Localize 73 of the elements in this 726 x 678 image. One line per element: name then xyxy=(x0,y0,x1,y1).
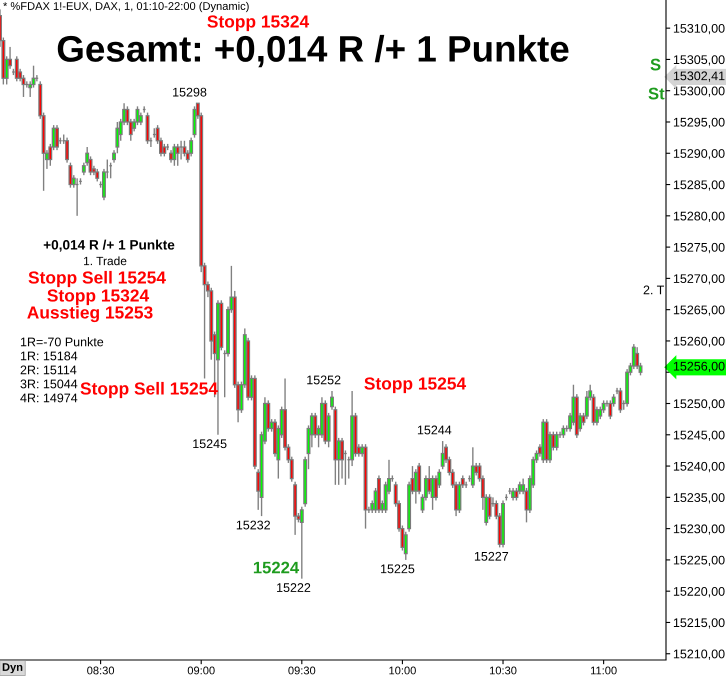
y-tick-label: 15290,00 xyxy=(674,149,725,160)
annotation: 15232 xyxy=(236,520,270,530)
y-tick-label: 15250,00 xyxy=(674,399,725,410)
annotation: 1. Trade xyxy=(84,256,126,266)
y-tick-label: 15300,00 xyxy=(674,86,725,97)
x-tick-label: 10:00 xyxy=(389,666,416,674)
annotation: Stopp Sell 15254 xyxy=(80,382,218,398)
annotation: 15245 xyxy=(193,439,226,448)
annotation: 15252 xyxy=(307,376,340,384)
annotation: 4R: 14974 xyxy=(20,394,78,402)
x-tick-label: 09:00 xyxy=(188,666,215,674)
annotation: Stopp 15254 xyxy=(364,377,466,394)
x-tick-label: 11:00 xyxy=(590,666,617,674)
x-tick-label: 10:30 xyxy=(490,666,516,674)
candlestick xyxy=(65,136,70,164)
y-tick-label: 15256,00 xyxy=(674,362,725,372)
candlestick xyxy=(95,168,100,182)
y-tick-label: 15275,00 xyxy=(674,242,725,254)
y-tick-label: 15310,00 xyxy=(674,24,725,34)
candlestick xyxy=(176,143,180,166)
candlestick xyxy=(511,487,516,502)
candlestick xyxy=(488,494,492,520)
candlestick xyxy=(68,162,72,188)
annotation: 15298 xyxy=(173,88,206,97)
annotation: St xyxy=(648,88,664,100)
y-tick-label: 15220,00 xyxy=(674,586,725,598)
candlestick xyxy=(440,440,445,470)
annotation: 15222 xyxy=(277,583,310,592)
y-tick-label: 15270,00 xyxy=(674,274,725,285)
annotation: 15244 xyxy=(418,426,452,434)
y-tick-label: 15240,00 xyxy=(674,462,725,472)
y-tick-label: 15265,00 xyxy=(674,305,725,316)
y-tick-label: 15210,00 xyxy=(674,650,725,660)
candlestick xyxy=(172,143,176,166)
annotation: Stopp 15324 xyxy=(47,289,150,306)
annotation: Stopp Sell 15254 xyxy=(28,270,166,288)
candlestick xyxy=(169,149,173,164)
annotation: S xyxy=(650,58,660,70)
y-tick-label: 15230,00 xyxy=(674,524,725,535)
y-tick-label: 15245,00 xyxy=(674,430,725,441)
x-tick-label: 09:30 xyxy=(288,666,316,674)
annotation: 15224 xyxy=(254,562,300,574)
annotation: 3R: 15044 xyxy=(20,380,78,388)
annotation: 15227 xyxy=(474,552,508,561)
candlestick xyxy=(138,112,143,126)
y-tick-label: 15235,00 xyxy=(674,493,725,504)
annotation: Ausstieg 15253 xyxy=(27,306,153,322)
candlestick xyxy=(300,506,304,580)
y-tick-label: 15302,41 xyxy=(674,71,724,82)
y-tick-label: 15225,00 xyxy=(674,556,725,566)
candlestick xyxy=(162,143,166,158)
y-tick-label: 15260,00 xyxy=(674,336,725,348)
annotation: 1R: 15184 xyxy=(20,352,78,360)
annotation: 1R=-70 Punkte xyxy=(20,337,104,346)
annotation: +0,014 R /+ 1 Punkte xyxy=(44,240,174,252)
x-tick-label: 08:30 xyxy=(87,666,114,674)
chart-subtitle: * %FDAX 1!-EUX, DAX, 1, 01:10-22:00 (Dynamic) xyxy=(3,2,249,12)
y-tick-label: 15305,00 xyxy=(674,55,725,66)
candlestick xyxy=(55,124,59,151)
annotation: 2R: 15114 xyxy=(20,366,76,374)
annotation: 15225 xyxy=(381,564,414,574)
text: Dyn xyxy=(2,663,22,674)
y-tick-label: 15285,00 xyxy=(674,180,725,191)
candlestick xyxy=(470,446,475,489)
text: Gesamt: +0,014 R /+ 1 Punkte xyxy=(58,34,568,68)
y-tick-label: 15215,00 xyxy=(674,618,725,629)
candlestick xyxy=(561,424,566,439)
annotation: Stopp 15324 xyxy=(207,15,310,32)
candlestick xyxy=(554,430,559,452)
annotation: 2. T xyxy=(644,286,664,294)
y-tick-label: 15295,00 xyxy=(674,118,725,128)
candlestick xyxy=(618,387,622,414)
y-tick-label: 15280,00 xyxy=(674,212,725,222)
